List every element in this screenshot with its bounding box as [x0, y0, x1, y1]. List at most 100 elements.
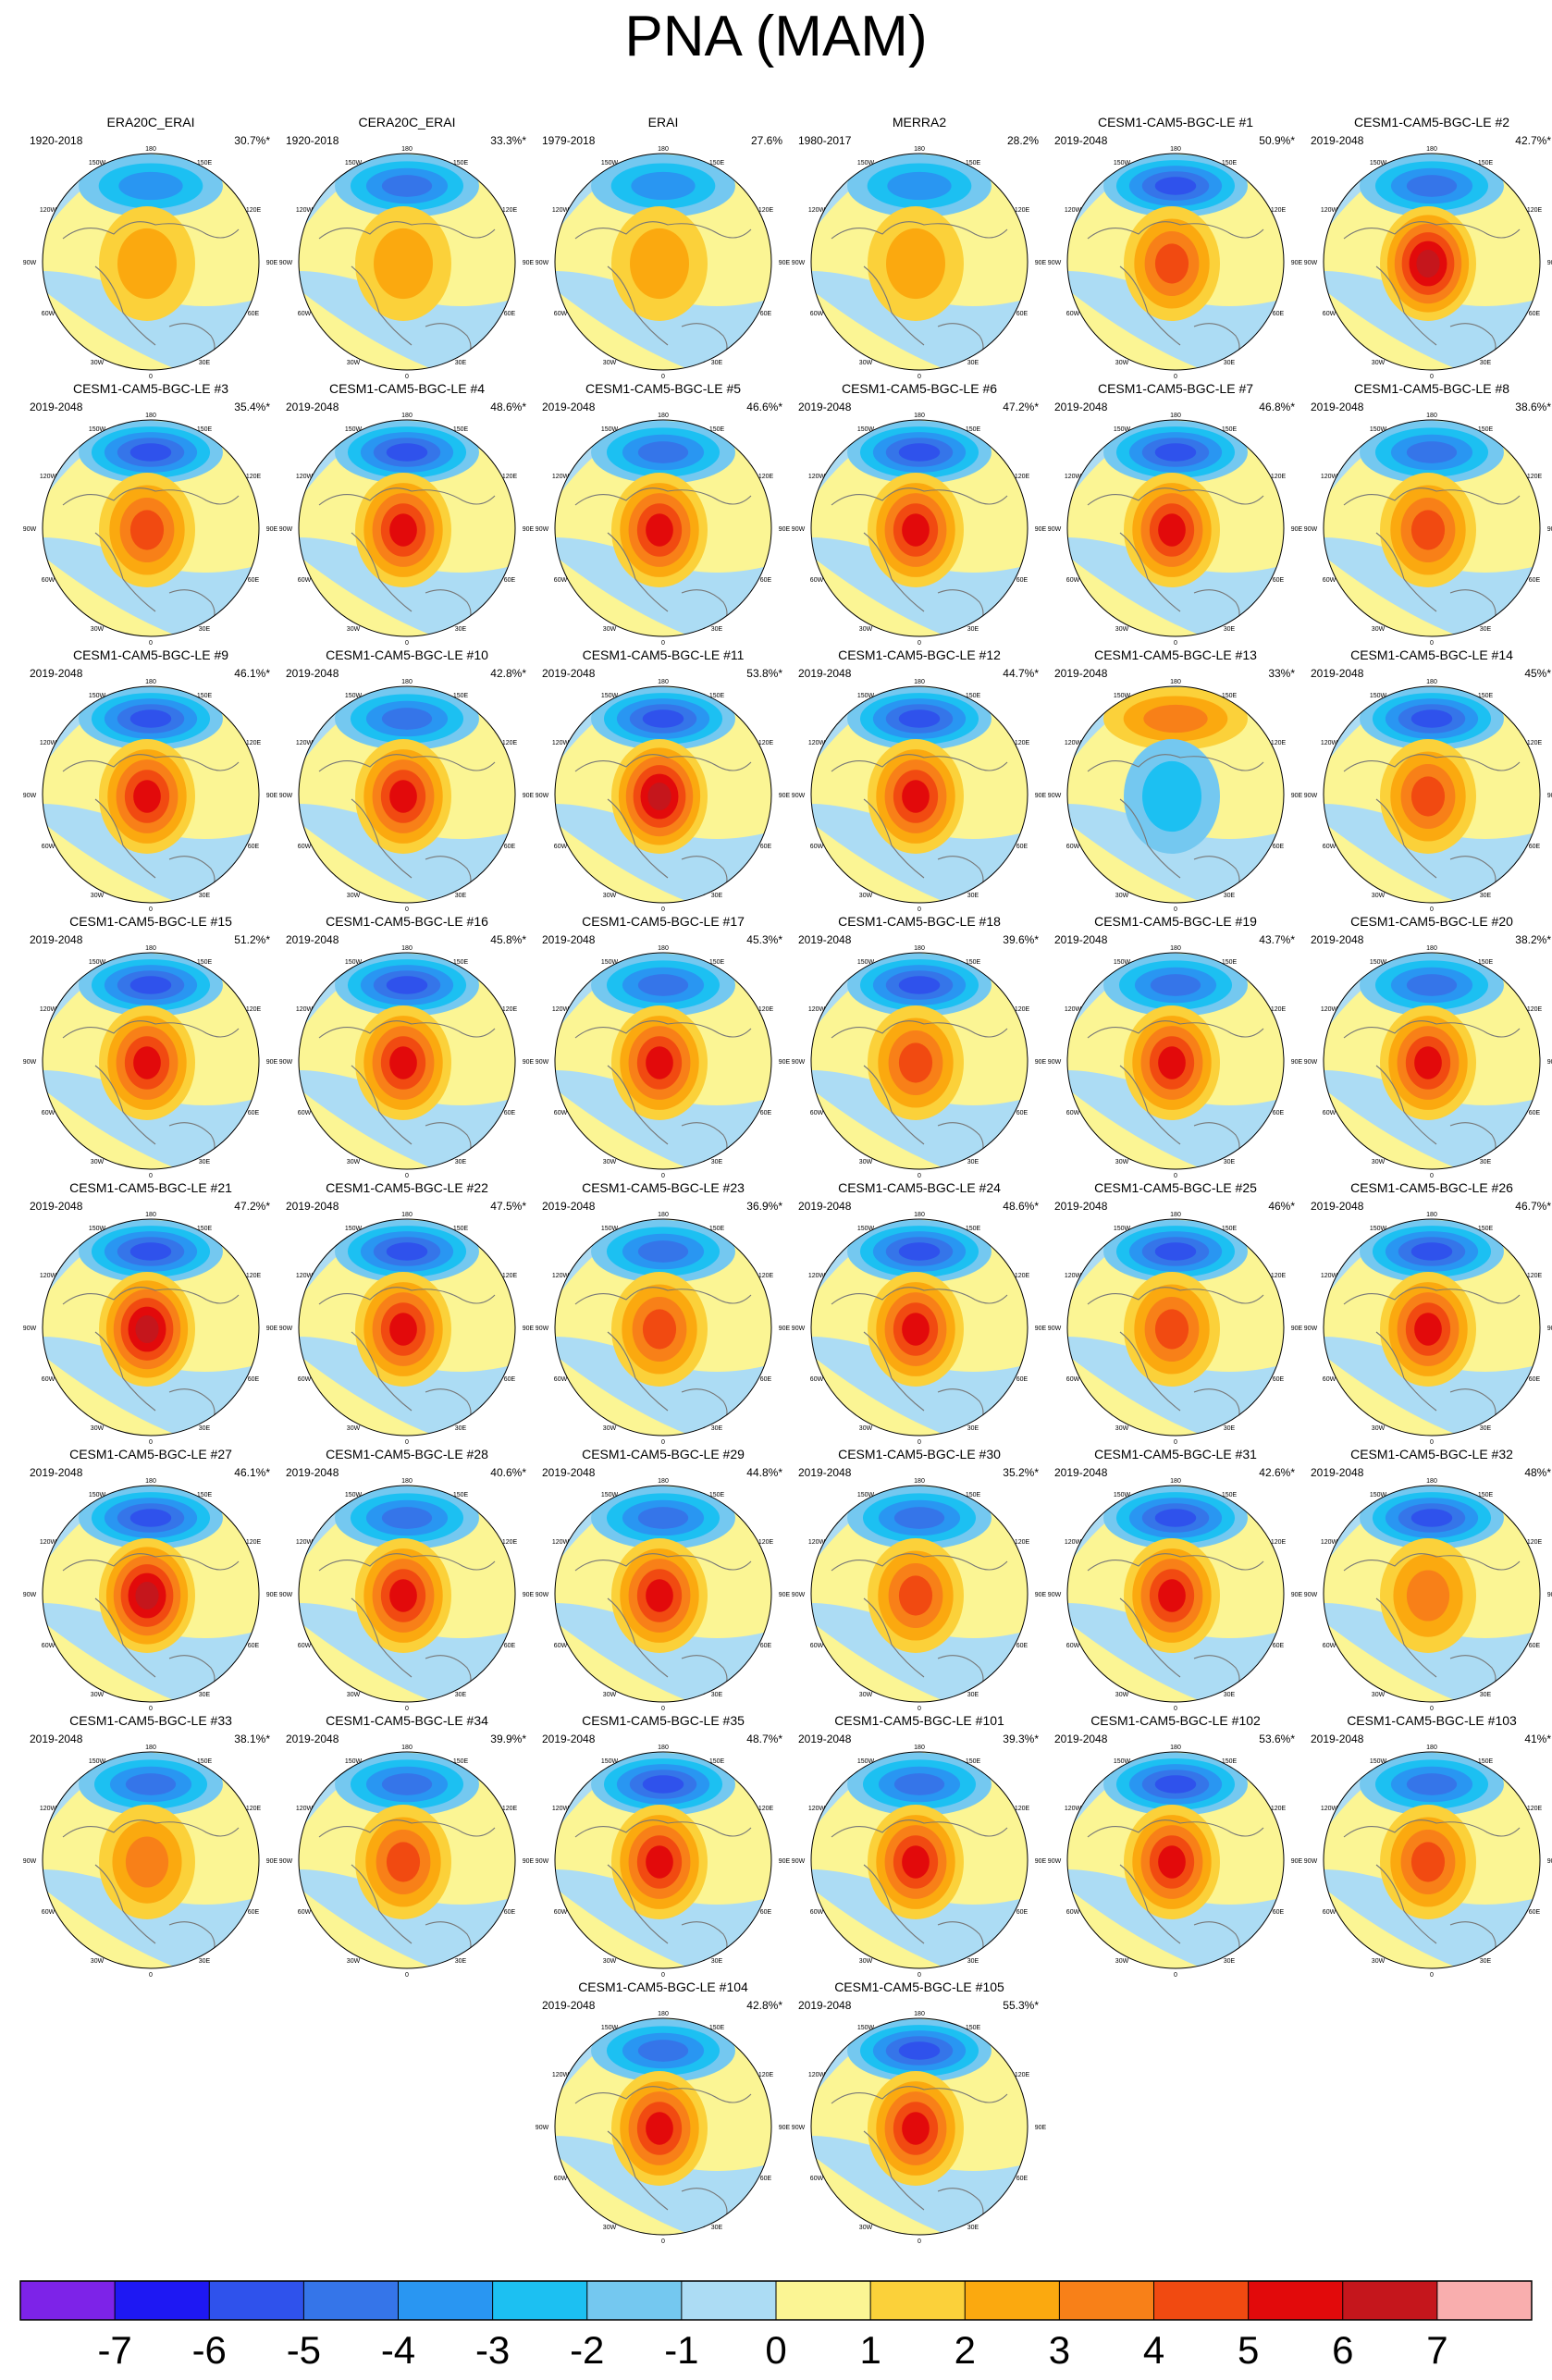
- map-rim: [1066, 1751, 1285, 1969]
- longitude-label-upper-left-b: 120W: [1321, 474, 1338, 480]
- polar-map: 180 0 90W 90E 150W 120W 150E 120E 60W 30W 60E 30E: [1048, 945, 1303, 1179]
- longitude-label-upper-left-a: 150W: [89, 160, 106, 166]
- longitude-label-top: 180: [1426, 1212, 1437, 1218]
- longitude-label-upper-right-b: 120E: [1015, 1273, 1030, 1279]
- longitude-label-upper-left-a: 150W: [345, 1226, 363, 1232]
- longitude-label-upper-left-a: 150W: [1114, 160, 1131, 166]
- longitude-label-upper-right-b: 120E: [246, 740, 262, 746]
- longitude-label-upper-right-b: 120E: [1015, 740, 1030, 746]
- longitude-label-upper-left-b: 120W: [552, 1539, 570, 1546]
- panel-title: CESM1-CAM5-BGC-LE #33: [69, 1713, 232, 1728]
- longitude-label-bottom: 0: [1430, 906, 1434, 913]
- longitude-label-lower-right-a: 60E: [760, 844, 772, 850]
- longitude-label-left: 90W: [1304, 1592, 1318, 1598]
- longitude-label-upper-left-b: 120W: [552, 207, 570, 214]
- panel-period: 2019-2048: [542, 667, 596, 680]
- longitude-label-upper-right-b: 120E: [758, 1006, 774, 1013]
- longitude-label-top: 180: [145, 1478, 156, 1485]
- longitude-label-upper-right-a: 150E: [197, 160, 213, 166]
- panel-period: 2019-2048: [798, 933, 852, 946]
- map-rim: [1323, 1485, 1541, 1703]
- longitude-label-upper-right-a: 150E: [1222, 1758, 1238, 1765]
- polar-map: 180 0 90W 90E 150W 120W 150E 120E 60W 30W 60E 30E: [536, 1745, 791, 1979]
- panel-variance-percent: 39.3%*: [1003, 1733, 1039, 1745]
- map-rim: [1066, 1485, 1285, 1703]
- panel-variance-percent: 39.9%*: [490, 1733, 526, 1745]
- polar-map: 180 0 90W 90E 150W 120W 150E 120E 60W 30W 60E 30E: [279, 146, 535, 380]
- north-america-lobe-contour-5: [646, 513, 673, 547]
- longitude-label-upper-right-a: 150E: [197, 1226, 213, 1232]
- longitude-label-upper-right-a: 150E: [1222, 160, 1238, 166]
- panel-period: 1920-2018: [286, 134, 339, 147]
- longitude-label-lower-right-b: 30E: [199, 626, 211, 633]
- longitude-label-upper-right-b: 120E: [758, 1539, 774, 1546]
- panel-period: 2019-2048: [30, 933, 83, 946]
- longitude-label-top: 180: [145, 146, 156, 153]
- longitude-label-top: 180: [1426, 413, 1437, 419]
- map-panel: CESM1-CAM5-BGC-LE #9 2019-2048 46.1%* 180 0 9…: [22, 647, 279, 913]
- longitude-label-lower-left-b: 30W: [1115, 626, 1129, 633]
- longitude-label-left: 90W: [279, 1059, 293, 1066]
- polar-map: 180 0 90W 90E 150W 120W 150E 120E 60W 30W 60E 30E: [23, 945, 278, 1179]
- panel-variance-percent: 55.3%*: [1003, 1999, 1039, 2012]
- panel-title: CESM1-CAM5-BGC-LE #104: [578, 1979, 748, 1994]
- north-america-lobe-contour-5: [902, 1313, 930, 1346]
- longitude-label-lower-right-a: 60E: [1016, 844, 1029, 850]
- polar-map: 180 0 90W 90E 150W 120W 150E 120E 60W 30W 60E 30E: [23, 1212, 278, 1446]
- north-america-lobe-contour-5: [389, 1046, 417, 1079]
- longitude-label-lower-right-a: 60E: [504, 1643, 516, 1649]
- polar-map: 180 0 90W 90E 150W 120W 150E 120E 60W 30W 60E 30E: [23, 146, 278, 380]
- panel-title: CESM1-CAM5-BGC-LE #11: [582, 647, 745, 662]
- north-pacific-lobe-contour-3: [631, 171, 696, 201]
- polar-map: 180 0 90W 90E 150W 120W 150E 120E 60W 30W 60E 30E: [1048, 1745, 1303, 1979]
- north-america-lobe-contour-6: [135, 1581, 159, 1610]
- longitude-label-lower-left-a: 60W: [1323, 1376, 1336, 1383]
- longitude-label-upper-left-a: 150W: [601, 426, 619, 433]
- longitude-label-top: 180: [658, 1478, 669, 1485]
- north-pacific-lobe-contour-4: [1406, 175, 1458, 197]
- longitude-label-top: 180: [1426, 1478, 1437, 1485]
- panel-period: 2019-2048: [30, 667, 83, 680]
- longitude-label-left: 90W: [792, 1326, 806, 1332]
- map-panel: CESM1-CAM5-BGC-LE #30 2019-2048 35.2%* 180 0…: [791, 1447, 1048, 1712]
- colorbar-tick-label: 4: [1142, 2328, 1165, 2372]
- longitude-label-lower-right-b: 30E: [199, 893, 211, 899]
- panel-period: 2019-2048: [798, 1999, 852, 2012]
- longitude-label-top: 180: [1170, 1478, 1181, 1485]
- longitude-label-lower-left-a: 60W: [42, 844, 55, 850]
- map-panel: CESM1-CAM5-BGC-LE #27 2019-2048 46.1%* 180 0…: [22, 1447, 279, 1712]
- longitude-label-lower-right-a: 60E: [1273, 1643, 1285, 1649]
- longitude-label-upper-left-a: 150W: [601, 2025, 619, 2031]
- map-rim: [1066, 952, 1285, 1170]
- map-rim: [42, 153, 260, 371]
- longitude-label-upper-left-b: 120W: [40, 1273, 57, 1279]
- north-pacific-lobe-contour-5: [898, 443, 941, 462]
- longitude-label-upper-right-a: 150E: [1478, 1492, 1494, 1498]
- longitude-label-upper-left-a: 150W: [857, 1758, 875, 1765]
- longitude-label-upper-left-b: 120W: [40, 207, 57, 214]
- longitude-label-upper-right-a: 150E: [709, 426, 725, 433]
- map-rim: [298, 952, 516, 1170]
- longitude-label-upper-left-b: 120W: [1321, 207, 1338, 214]
- longitude-label-lower-right-b: 30E: [711, 626, 723, 633]
- polar-map: 180 0 90W 90E 150W 120W 150E 120E 60W 30W 60E 30E: [279, 1478, 535, 1712]
- panel-title: CESM1-CAM5-BGC-LE #31: [1094, 1447, 1257, 1461]
- longitude-label-lower-right-b: 30E: [967, 626, 979, 633]
- longitude-label-upper-left-a: 150W: [1370, 693, 1387, 699]
- map-panel: CESM1-CAM5-BGC-LE #31 2019-2048 42.6%* 180 0…: [1047, 1447, 1304, 1712]
- longitude-label-lower-right-b: 30E: [711, 1958, 723, 1965]
- polar-map: 180 0 90W 90E 150W 120W 150E 120E 60W 30W 60E 30E: [536, 945, 791, 1179]
- map-panel: CESM1-CAM5-BGC-LE #15 2019-2048 51.2%* 180 0…: [22, 914, 279, 1179]
- longitude-label-upper-right-a: 150E: [709, 1492, 725, 1498]
- panel-period: 2019-2048: [542, 1999, 596, 2012]
- longitude-label-upper-right-b: 120E: [1527, 207, 1543, 214]
- longitude-label-lower-right-a: 60E: [504, 577, 516, 584]
- map-rim: [298, 153, 516, 371]
- longitude-label-lower-left-b: 30W: [1115, 1425, 1129, 1432]
- longitude-label-top: 180: [401, 1478, 413, 1485]
- longitude-label-lower-left-b: 30W: [859, 2225, 873, 2231]
- longitude-label-left: 90W: [536, 1858, 549, 1865]
- map-panel: CESM1-CAM5-BGC-LE #4 2019-2048 48.6%* 180 0 9…: [278, 381, 536, 647]
- longitude-label-upper-left-b: 120W: [296, 474, 314, 480]
- longitude-label-bottom: 0: [405, 906, 409, 913]
